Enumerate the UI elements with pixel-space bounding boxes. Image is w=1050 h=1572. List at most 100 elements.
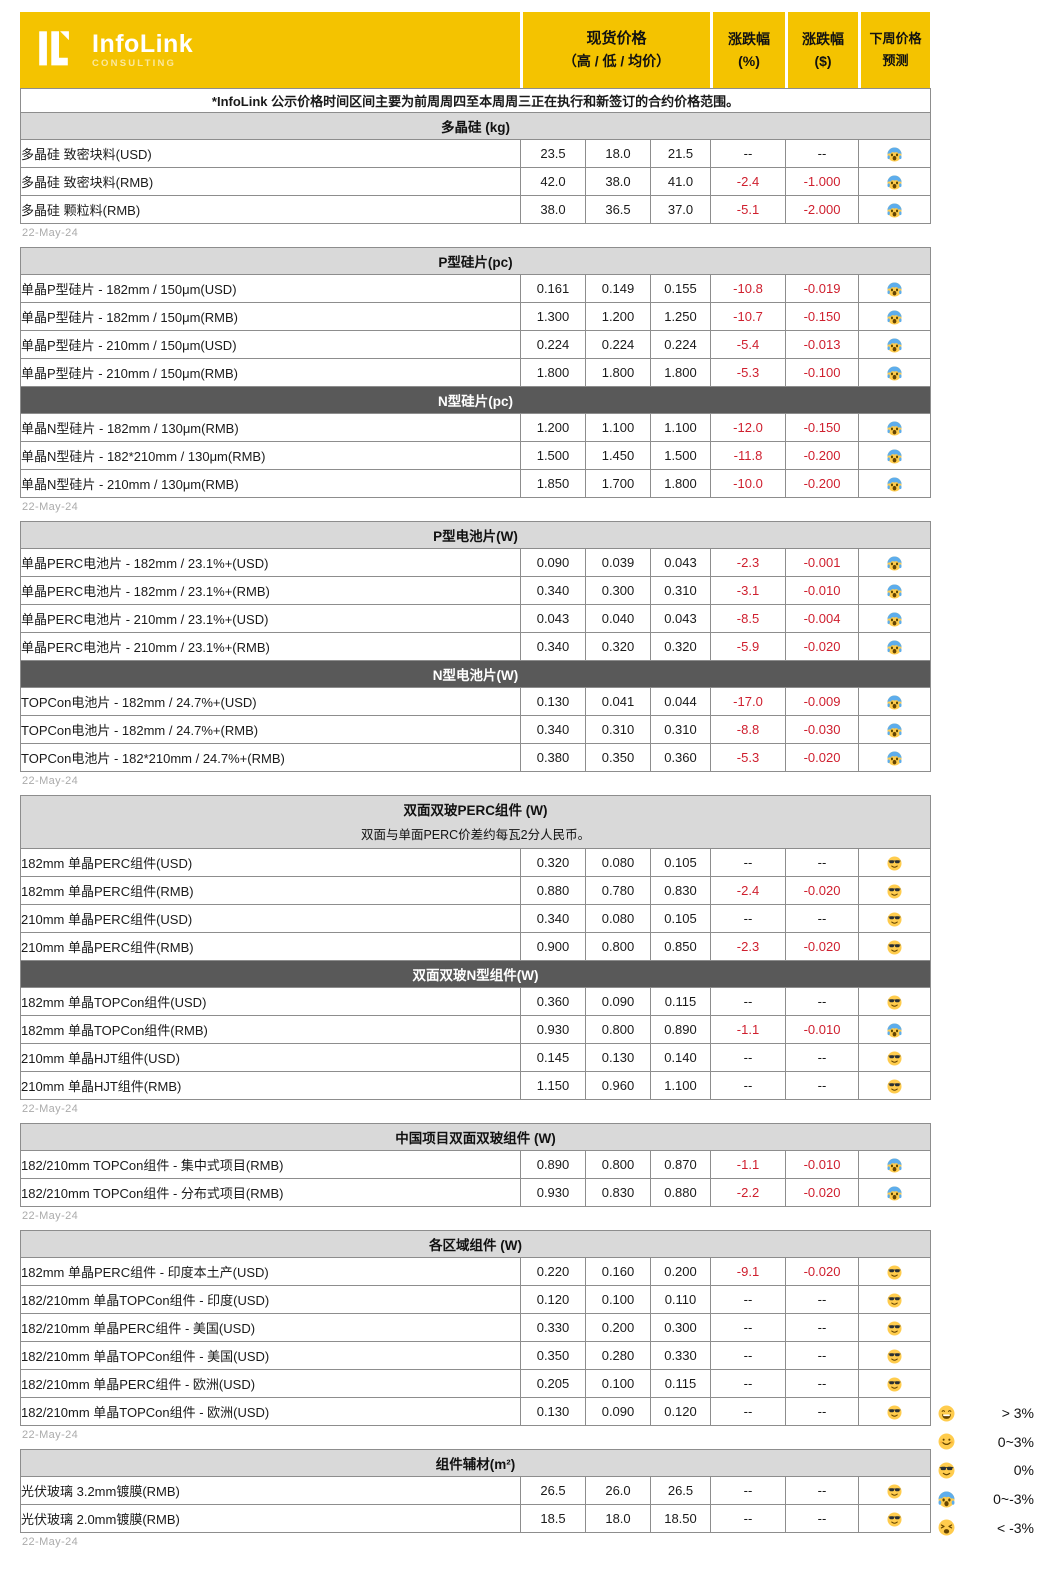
price-row: 182/210mm TOPCon组件 - 分布式项目(RMB) 0.930 0.83… <box>20 1178 932 1207</box>
price-low: 38.0 <box>585 167 651 196</box>
price-period-note-row: *InfoLink 公示价格时间区间主要为前周周四至本周周三正在执行和新签订的合… <box>19 88 932 113</box>
forecast-cell <box>858 687 931 716</box>
cool-face-icon <box>887 1484 902 1499</box>
section-header-row: N型电池片(W) <box>20 660 931 688</box>
price-row: 182/210mm TOPCon组件 - 集中式项目(RMB) 0.890 0.80… <box>20 1150 932 1179</box>
price-high: 1.500 <box>520 441 586 470</box>
price-avg: 0.105 <box>650 904 711 933</box>
price-low: 0.280 <box>585 1341 651 1370</box>
forecast-cell <box>857 848 932 877</box>
price-row: 单晶PERC电池片 - 210mm / 23.1%+(USD) 0.043 0.04… <box>20 604 931 633</box>
change-pct: -- <box>710 1341 786 1370</box>
cool-face-icon <box>887 1349 902 1364</box>
change-pct: -2.3 <box>710 548 786 577</box>
change-abs: -0.013 <box>785 330 859 359</box>
price-high: 0.900 <box>520 932 586 961</box>
scream-face-icon <box>938 1491 955 1508</box>
cool-face-icon <box>887 1512 902 1527</box>
price-low: 0.224 <box>585 330 651 359</box>
price-high: 0.350 <box>520 1341 586 1370</box>
cool-face-icon <box>887 856 902 871</box>
forecast-cell <box>857 1341 932 1370</box>
scream-face-icon <box>887 310 902 325</box>
price-low: 0.320 <box>585 632 651 661</box>
section-title: 双面双玻PERC组件 (W) 双面与单面PERC价差约每瓦2分人民币。 <box>19 795 932 849</box>
row-label: 单晶P型硅片 - 210mm / 150μm(RMB) <box>20 358 521 387</box>
change-abs: -1.000 <box>785 167 859 196</box>
scream-face-icon <box>887 449 902 464</box>
row-label: 182mm 单晶TOPCon组件(USD) <box>20 987 521 1016</box>
change-pct: -8.8 <box>710 715 786 744</box>
grin-face-icon <box>938 1405 955 1422</box>
price-high: 0.320 <box>520 848 586 877</box>
change-pct: -- <box>710 1285 786 1314</box>
change-pct: -2.4 <box>710 876 786 905</box>
change-pct: -1.1 <box>710 1015 786 1044</box>
row-label: 182/210mm TOPCon组件 - 分布式项目(RMB) <box>20 1178 521 1207</box>
section-header-row: 多晶硅 (kg) <box>19 112 932 140</box>
legend-item: 0% <box>932 1456 1046 1485</box>
row-label: 182mm 单晶TOPCon组件(RMB) <box>20 1015 521 1044</box>
price-avg: 0.105 <box>650 848 711 877</box>
price-row: TOPCon电池片 - 182*210mm / 24.7%+(RMB) 0.380… <box>20 743 931 772</box>
cool-face-icon <box>887 1377 902 1392</box>
scream-face-icon <box>887 584 902 599</box>
change-pct: -5.1 <box>710 195 786 224</box>
scream-face-icon <box>887 1158 902 1173</box>
brand-name: InfoLink <box>92 29 194 58</box>
row-label: 单晶N型硅片 - 182mm / 130μm(RMB) <box>20 413 521 442</box>
cool-face-icon <box>887 884 902 899</box>
row-label: 210mm 单晶HJT组件(RMB) <box>20 1071 521 1100</box>
legend-item: 0~3% <box>932 1428 1046 1457</box>
legend-item: 0~-3% <box>932 1485 1046 1514</box>
price-low: 0.200 <box>585 1313 651 1342</box>
price-low: 0.800 <box>585 1150 651 1179</box>
scream-face-icon <box>887 203 902 218</box>
forecast-cell <box>857 1043 932 1072</box>
section-header-row: 组件辅材(m²) <box>20 1449 931 1477</box>
scream-face-icon <box>887 421 902 436</box>
change-pct: -5.3 <box>710 743 786 772</box>
price-high: 0.360 <box>520 987 586 1016</box>
change-abs: -0.030 <box>785 715 859 744</box>
date-stamp: 22-May-24 <box>22 501 79 513</box>
price-high: 0.890 <box>520 1150 586 1179</box>
change-pct: -- <box>710 1504 786 1533</box>
price-low: 1.800 <box>585 358 651 387</box>
price-high: 42.0 <box>520 167 586 196</box>
price-row: 182mm 单晶PERC组件(RMB) 0.880 0.780 0.830 -2.4 -0… <box>20 876 932 905</box>
scream-face-icon <box>887 640 902 655</box>
scream-face-icon <box>887 1186 902 1201</box>
price-avg: 0.110 <box>650 1285 711 1314</box>
change-abs: -- <box>785 1476 859 1505</box>
price-period-note: *InfoLink 公示价格时间区间主要为前周周四至本周周三正在执行和新签订的合… <box>19 88 932 113</box>
price-row: 单晶N型硅片 - 182*210mm / 130μm(RMB) 1.500 1.45… <box>20 441 931 470</box>
legend-label: < -3% <box>997 1519 1034 1536</box>
price-avg: 0.310 <box>650 715 711 744</box>
forecast-cell <box>858 548 931 577</box>
section-title: 中国项目双面双玻组件 (W) <box>19 1123 932 1151</box>
price-avg: 0.890 <box>650 1015 711 1044</box>
price-row: 单晶N型硅片 - 210mm / 130μm(RMB) 1.850 1.700 1.8… <box>20 469 931 498</box>
change-pct: -- <box>710 848 786 877</box>
price-high: 0.880 <box>520 876 586 905</box>
price-avg: 0.850 <box>650 932 711 961</box>
price-low: 18.0 <box>585 1504 651 1533</box>
section-title: 组件辅材(m²) <box>20 1449 931 1477</box>
change-abs: -0.010 <box>785 576 859 605</box>
price-high: 38.0 <box>520 195 586 224</box>
price-high: 0.043 <box>520 604 586 633</box>
cool-face-icon <box>938 1462 955 1479</box>
price-row: 210mm 单晶HJT组件(RMB) 1.150 0.960 1.100 -- -- <box>20 1071 932 1100</box>
row-label: 光伏玻璃 2.0mm镀膜(RMB) <box>20 1504 521 1533</box>
change-abs: -- <box>785 1341 859 1370</box>
section-subnote: 双面与单面PERC价差约每瓦2分人民币。 <box>360 827 591 842</box>
price-row: 多晶硅 致密块料(USD) 23.5 18.0 21.5 -- -- <box>20 139 932 168</box>
change-abs: -0.200 <box>785 469 859 498</box>
price-high: 1.150 <box>520 1071 586 1100</box>
price-high: 0.380 <box>520 743 586 772</box>
section-header-row: 各区域组件 (W) <box>19 1230 932 1258</box>
cool-face-icon <box>887 995 902 1010</box>
date-stamp: 22-May-24 <box>22 1429 79 1441</box>
legend-label: 0% <box>1013 1462 1034 1479</box>
